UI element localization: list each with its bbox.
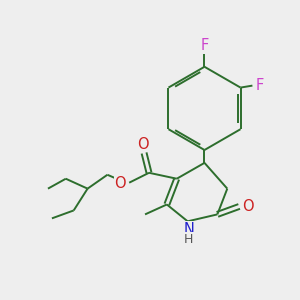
Text: F: F [200,38,208,53]
Text: O: O [115,176,126,191]
Text: H: H [184,233,193,246]
Text: O: O [242,199,254,214]
Text: O: O [137,136,149,152]
Text: F: F [255,78,263,93]
Text: N: N [183,222,194,237]
